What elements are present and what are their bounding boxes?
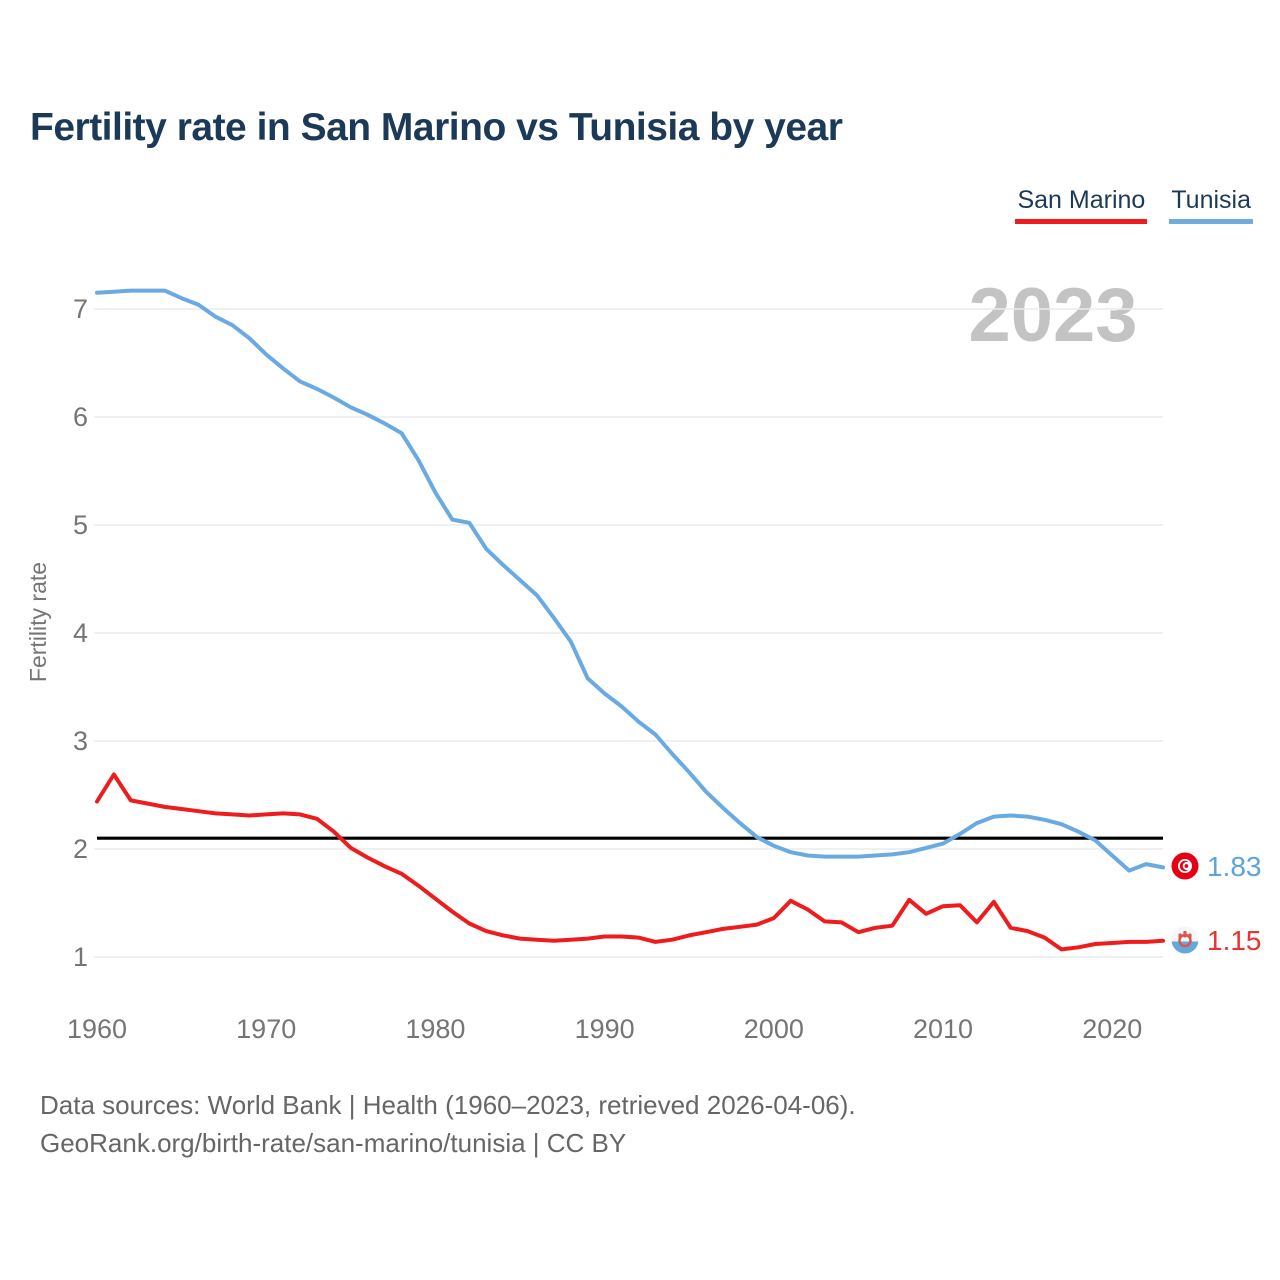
y-tick-label: 1 <box>73 942 88 972</box>
x-tick-label: 1980 <box>405 1014 465 1044</box>
watermark-year: 2023 <box>968 273 1137 358</box>
footer-sources: Data sources: World Bank | Health (1960–… <box>40 1090 856 1120</box>
y-axis-title: Fertility rate <box>25 562 51 682</box>
footer-attribution: GeoRank.org/birth-rate/san-marino/tunisi… <box>40 1128 627 1158</box>
y-tick-label: 2 <box>73 834 88 864</box>
san-marino-line <box>95 772 1165 952</box>
legend: San Marino Tunisia <box>1015 186 1253 224</box>
x-tick-label: 1970 <box>236 1014 296 1044</box>
y-tick-label: 3 <box>73 726 88 756</box>
series-lines <box>95 288 1165 952</box>
x-tick-label: 1990 <box>575 1014 635 1044</box>
y-tick-label: 4 <box>73 618 88 648</box>
legend-item-san-marino[interactable]: San Marino <box>1015 186 1148 224</box>
x-tick-label: 1960 <box>67 1014 127 1044</box>
grid-lines <box>94 308 1163 958</box>
fertility-chart: 2023 1 2 3 4 5 6 7 1960 1970 1980 1990 2000 2010 2020… <box>25 273 1262 1044</box>
tunisia-line <box>95 288 1165 873</box>
x-tick-label: 2010 <box>913 1014 973 1044</box>
legend-item-tunisia[interactable]: Tunisia <box>1169 186 1253 224</box>
tunisia-end-value: 1.83 <box>1207 851 1262 882</box>
y-tick-label: 5 <box>73 510 88 540</box>
x-tick-label: 2000 <box>744 1014 804 1044</box>
axis-tick-labels: 1 2 3 4 5 6 7 1960 1970 1980 1990 2000 2010 2020 <box>67 294 1142 1044</box>
san-marino-flag-icon <box>1171 926 1199 954</box>
x-tick-label: 2020 <box>1082 1014 1142 1044</box>
tunisia-flag-icon <box>1171 852 1199 880</box>
san-marino-end-value: 1.15 <box>1207 925 1262 956</box>
footer: Data sources: World Bank | Health (1960–… <box>40 1086 856 1162</box>
y-tick-label: 6 <box>73 402 88 432</box>
page-title: Fertility rate in San Marino vs Tunisia … <box>30 106 843 149</box>
y-tick-label: 7 <box>73 294 88 324</box>
